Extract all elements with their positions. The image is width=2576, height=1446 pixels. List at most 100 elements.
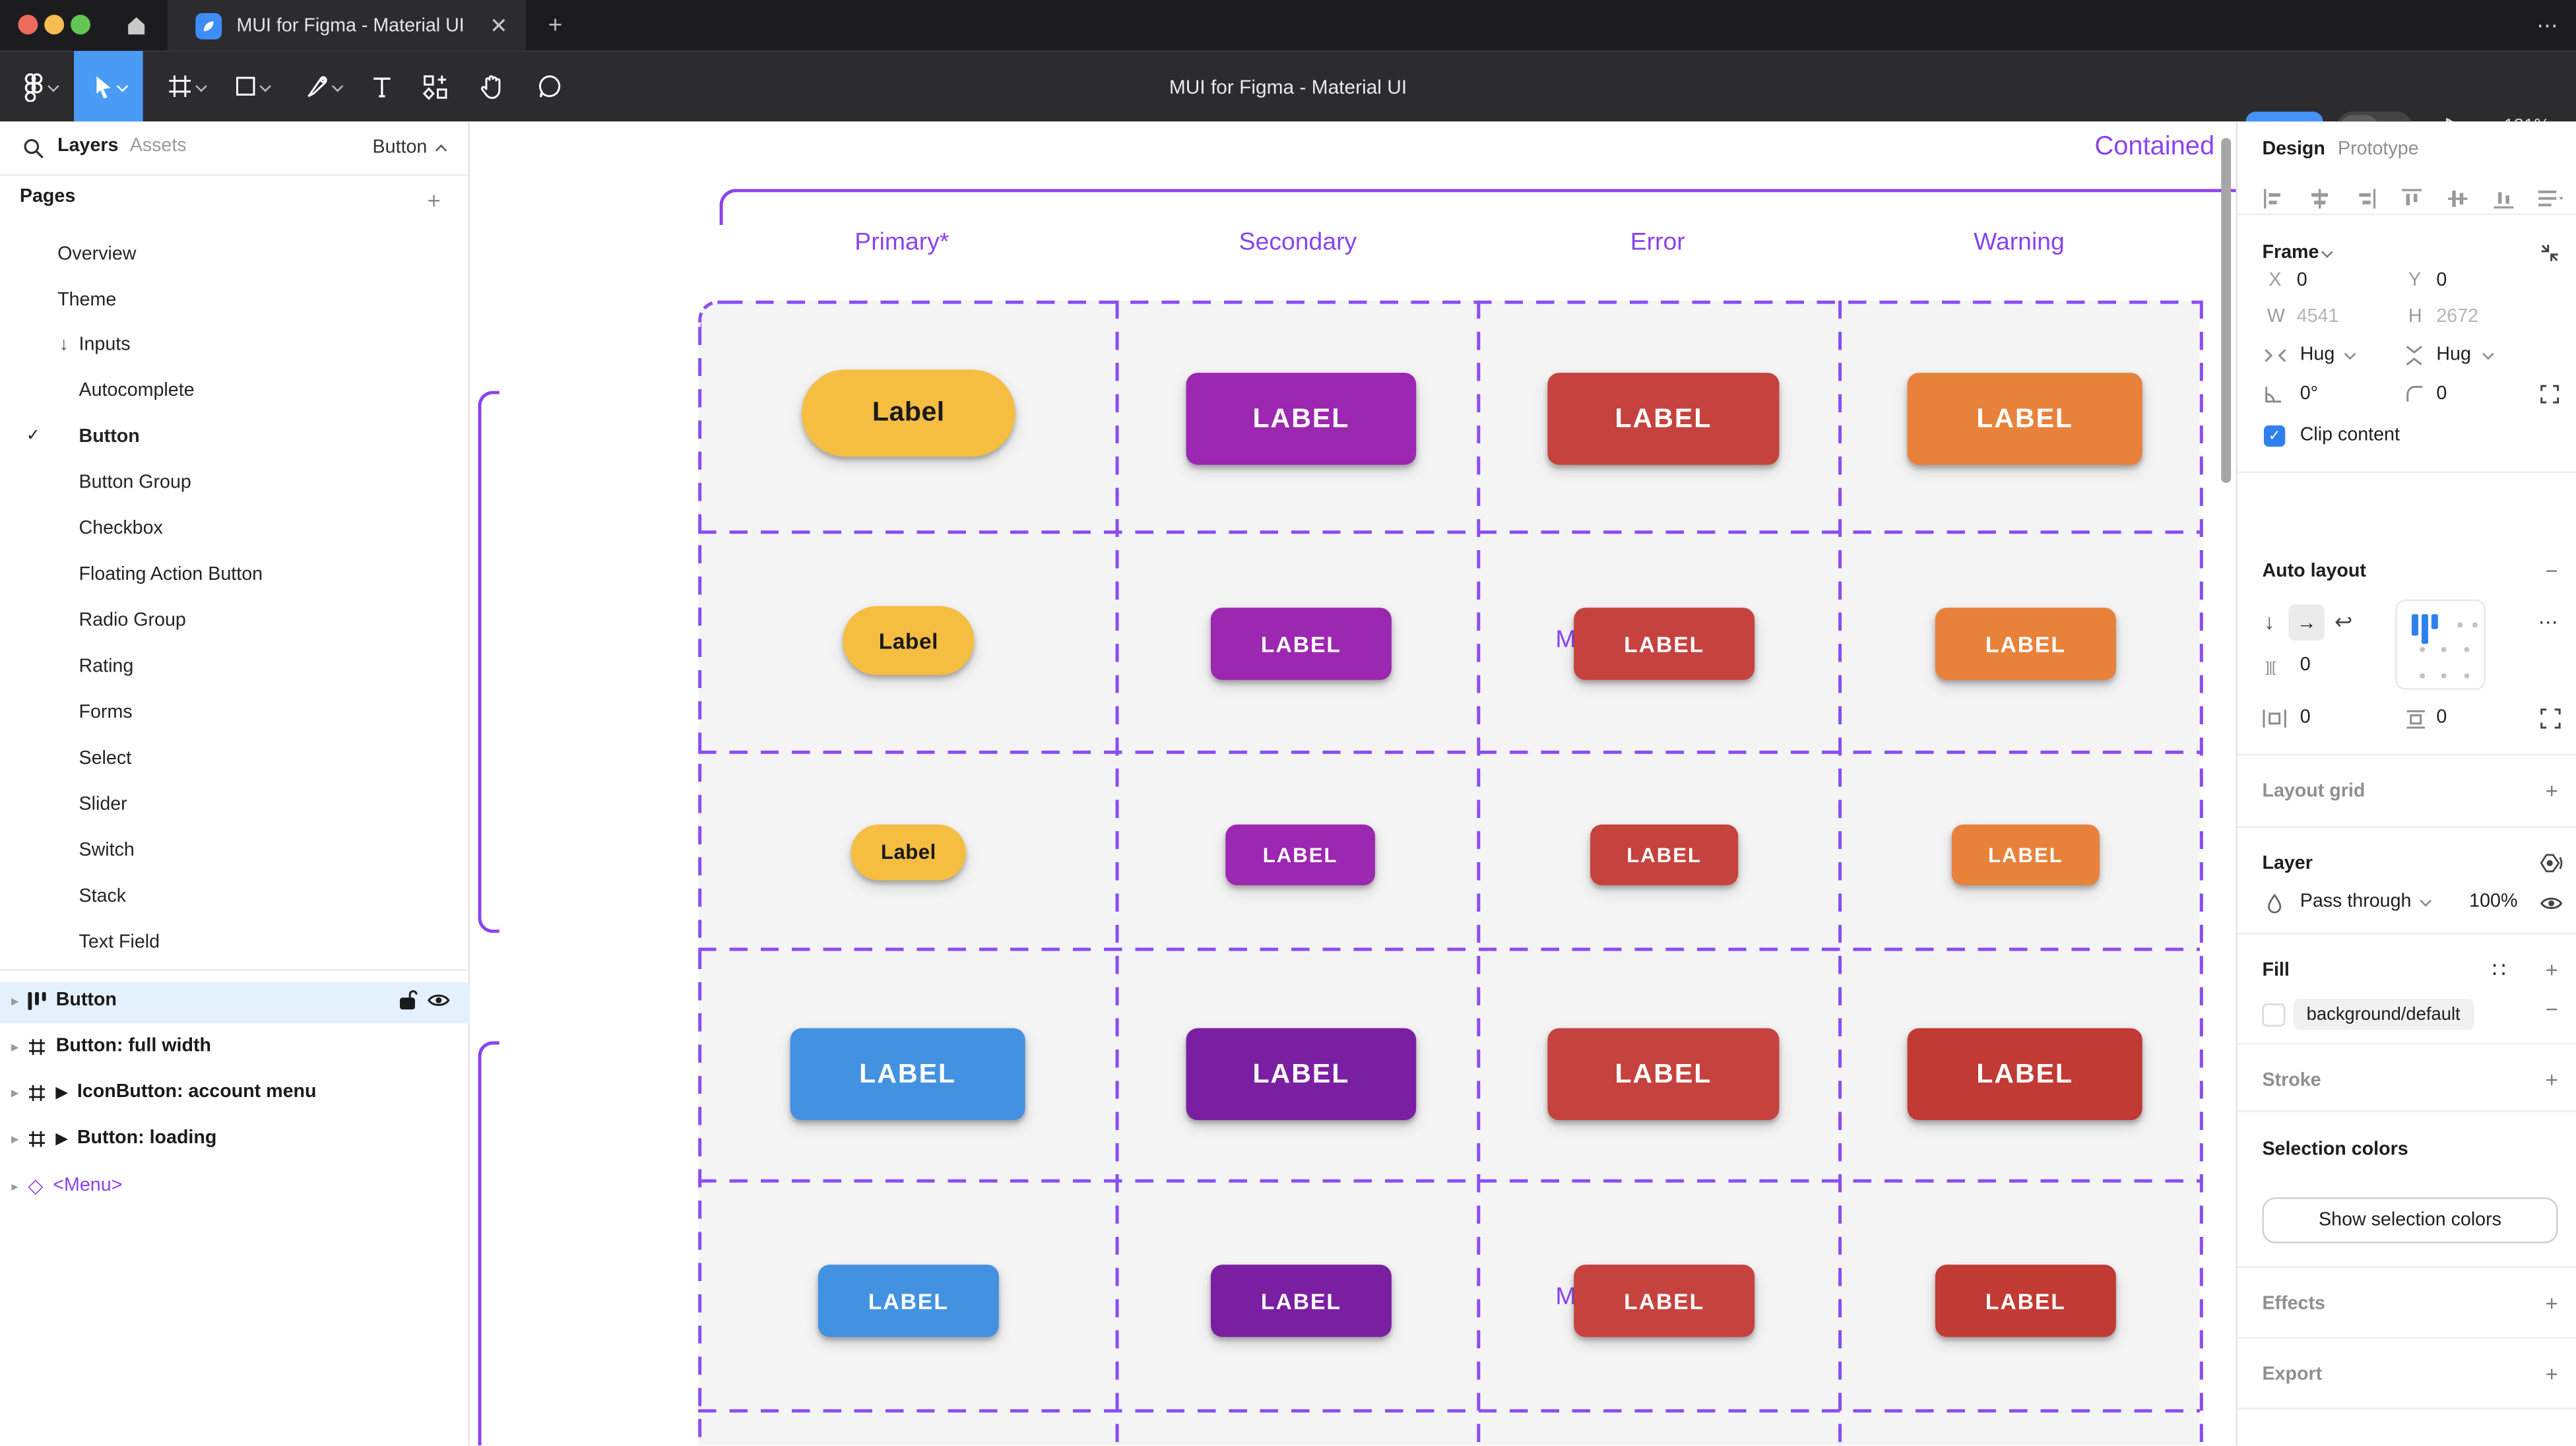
button-error-medium-2[interactable]: LABEL: [1574, 1265, 1755, 1337]
button-warning-large[interactable]: LABEL: [1907, 373, 2142, 465]
width-field-value[interactable]: 4541: [2296, 307, 2339, 327]
selected-element-chip[interactable]: Button: [373, 138, 447, 158]
gap-value[interactable]: 0: [2300, 655, 2311, 676]
page-item-inputs[interactable]: Inputs: [79, 334, 131, 355]
frame-tool-button[interactable]: [158, 51, 214, 121]
page-item-fab[interactable]: Floating Action Button: [79, 565, 263, 585]
tab-assets[interactable]: Assets: [129, 136, 187, 156]
horizontal-sizing-value[interactable]: Hug: [2300, 344, 2335, 365]
new-tab-button[interactable]: +: [548, 11, 563, 40]
align-top-icon[interactable]: [2402, 189, 2422, 208]
show-selection-colors-button[interactable]: Show selection colors: [2262, 1197, 2558, 1243]
button-primary-medium[interactable]: Label: [843, 606, 975, 676]
distribute-menu-icon[interactable]: [2538, 189, 2565, 208]
corner-radius-value[interactable]: 0: [2436, 384, 2447, 404]
fill-token-chip[interactable]: background/default: [2293, 998, 2474, 1030]
height-field-value[interactable]: 2672: [2436, 307, 2479, 327]
button-primary-default-medium[interactable]: LABEL: [818, 1265, 999, 1337]
tab-design[interactable]: Design: [2262, 139, 2325, 160]
page-item-text-field[interactable]: Text Field: [79, 933, 160, 953]
horizontal-padding-value[interactable]: 0: [2300, 708, 2311, 728]
page-item-switch[interactable]: Switch: [79, 840, 135, 861]
button-error-medium[interactable]: LABEL: [1574, 608, 1755, 680]
button-secondary-medium[interactable]: LABEL: [1210, 608, 1392, 680]
align-left-icon[interactable]: [2263, 189, 2284, 209]
button-primary-large[interactable]: Label: [802, 369, 1015, 457]
tab-prototype[interactable]: Prototype: [2337, 139, 2419, 160]
frame-name-label[interactable]: Contained: [2094, 133, 2215, 162]
independent-corners-icon[interactable]: [2540, 385, 2560, 404]
button-secondary-large[interactable]: LABEL: [1186, 373, 1417, 465]
visibility-eye-icon[interactable]: [427, 992, 450, 1009]
add-fill-icon[interactable]: +: [2545, 957, 2558, 982]
pen-tool-button[interactable]: [292, 51, 352, 121]
frame-section-title[interactable]: Frame: [2262, 243, 2319, 263]
page-item-slider[interactable]: Slider: [79, 795, 127, 815]
add-page-button[interactable]: +: [427, 187, 441, 214]
canvas[interactable]: Contained Primary* Secondary Error Warni…: [470, 121, 2236, 1446]
auto-layout-horizontal-icon[interactable]: →: [2288, 604, 2325, 641]
button-primary-default-large[interactable]: LABEL: [790, 1028, 1025, 1121]
remove-fill-icon[interactable]: −: [2545, 997, 2558, 1022]
layout-grid-section-title[interactable]: Layout grid: [2262, 782, 2366, 802]
auto-layout-section-title[interactable]: Auto layout: [2262, 561, 2366, 582]
page-item-overview[interactable]: Overview: [57, 244, 137, 265]
page-item-forms[interactable]: Forms: [79, 703, 133, 723]
collapse-icon[interactable]: [2540, 243, 2560, 263]
disclosure-icon[interactable]: ▸: [11, 1084, 18, 1100]
align-bottom-icon[interactable]: [2494, 189, 2514, 209]
layer-row-button-full-width[interactable]: ▸ Button: full width: [11, 1036, 212, 1056]
page-item-select[interactable]: Select: [79, 749, 132, 769]
remove-auto-layout-icon[interactable]: −: [2545, 558, 2558, 583]
button-warning-medium-2[interactable]: LABEL: [1935, 1265, 2116, 1337]
move-tool-button[interactable]: [74, 51, 143, 122]
auto-layout-wrap-icon[interactable]: ↩: [2334, 609, 2353, 635]
traffic-minimize-button[interactable]: [44, 15, 65, 35]
page-item-theme[interactable]: Theme: [57, 290, 117, 311]
tab-close-icon[interactable]: ✕: [490, 12, 508, 38]
layer-row-button[interactable]: ▸ Button: [11, 990, 117, 1011]
button-primary-small[interactable]: Label: [851, 824, 967, 881]
fill-styles-icon[interactable]: ∷: [2492, 957, 2506, 982]
align-vertical-center-icon[interactable]: [2447, 189, 2468, 208]
opacity-value[interactable]: 100%: [2469, 891, 2518, 912]
auto-layout-more-icon[interactable]: ⋯: [2538, 611, 2558, 635]
text-tool-button[interactable]: [358, 51, 404, 121]
x-field-value[interactable]: 0: [2296, 270, 2307, 291]
page-item-radio-group[interactable]: Radio Group: [79, 611, 186, 631]
button-error-large-2[interactable]: LABEL: [1547, 1028, 1780, 1121]
button-warning-small[interactable]: LABEL: [1951, 824, 2100, 886]
page-item-autocomplete[interactable]: Autocomplete: [79, 381, 195, 401]
independent-padding-icon[interactable]: [2540, 708, 2561, 729]
window-more-icon[interactable]: ⋯: [2536, 13, 2560, 38]
layer-row-iconbutton-account-menu[interactable]: ▸ ▶ IconButton: account menu: [11, 1082, 317, 1102]
unlock-icon[interactable]: [399, 989, 418, 1010]
page-item-stack[interactable]: Stack: [79, 887, 127, 907]
shape-tool-button[interactable]: [224, 51, 280, 121]
layer-row-button-loading[interactable]: ▸ ▶ Button: loading: [11, 1128, 217, 1148]
auto-layout-alignment-pad[interactable]: [2395, 599, 2486, 690]
vertical-padding-value[interactable]: 0: [2436, 708, 2447, 728]
button-warning-medium[interactable]: LABEL: [1935, 608, 2116, 680]
add-layout-grid-icon[interactable]: +: [2545, 778, 2558, 803]
traffic-close-button[interactable]: [18, 15, 38, 35]
page-item-checkbox[interactable]: Checkbox: [79, 519, 163, 539]
disclosure-icon[interactable]: ▸: [11, 1178, 18, 1193]
layer-row-menu-instance[interactable]: ▸ ◇ <Menu>: [11, 1174, 123, 1198]
align-horizontal-center-icon[interactable]: [2310, 189, 2330, 209]
button-error-small[interactable]: LABEL: [1590, 824, 1739, 886]
blend-mode-icon[interactable]: [2540, 852, 2563, 873]
button-warning-large-2[interactable]: LABEL: [1907, 1028, 2142, 1121]
disclosure-icon[interactable]: ▸: [11, 993, 18, 1008]
fill-color-swatch[interactable]: [2262, 1003, 2286, 1027]
auto-layout-vertical-icon[interactable]: ↓: [2263, 609, 2275, 635]
main-menu-button[interactable]: [10, 51, 69, 121]
layer-visibility-eye-icon[interactable]: [2540, 895, 2563, 912]
disclosure-icon[interactable]: ▸: [11, 1131, 18, 1146]
hand-tool-button[interactable]: [467, 51, 516, 121]
resources-tool-button[interactable]: [410, 51, 460, 121]
add-stroke-icon[interactable]: +: [2545, 1067, 2558, 1092]
home-button[interactable]: [113, 0, 160, 51]
blend-mode-value[interactable]: Pass through: [2300, 891, 2412, 912]
comment-tool-button[interactable]: [523, 51, 575, 121]
